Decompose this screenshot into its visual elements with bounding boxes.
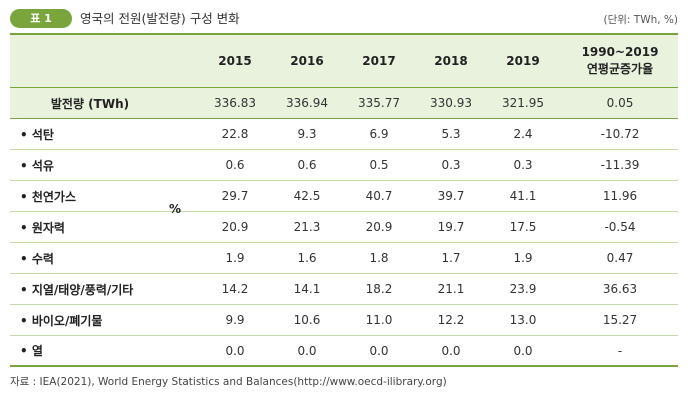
table-row: • 석유 0.6 0.6 0.5 0.3 0.3 -11.39 [10, 150, 678, 181]
cell-2015: 20.9 [221, 220, 249, 234]
cell-2016: 0.6 [297, 158, 317, 172]
cell-2017: 0.5 [369, 158, 389, 172]
cell-2017: 1.8 [369, 251, 389, 265]
row-label: • 바이오/폐기물 [20, 313, 103, 328]
cell-growth: 15.27 [602, 313, 638, 327]
cell-2015: 1.9 [225, 251, 245, 265]
source-note: 자료 : IEA(2021), World Energy Statistics … [10, 376, 447, 388]
cell-2016: 14.1 [293, 282, 321, 296]
cell-2017: 335.77 [358, 96, 400, 110]
cell-2018: 12.2 [437, 313, 465, 327]
table-row: • 바이오/폐기물 9.9 10.6 11.0 12.2 13.0 15.27 [10, 305, 678, 336]
table-row: • 지열/태양/풍력/기타 14.2 14.1 18.2 21.1 23.9 3… [10, 274, 678, 305]
cell-2016: 21.3 [293, 220, 321, 234]
header-2015: 2015 [218, 54, 252, 68]
row-label: • 열 [20, 344, 43, 358]
cell-growth: 11.96 [602, 189, 638, 203]
cell-2015: 22.8 [221, 127, 249, 141]
cell-2016: 9.3 [297, 127, 317, 141]
cell-2018: 330.93 [430, 96, 472, 110]
cell-2019: 0.3 [513, 158, 533, 172]
cell-2019: 23.9 [509, 282, 537, 296]
power-generation-table: 2015 2016 2017 2018 2019 1990~2019 연평균증가… [10, 33, 678, 367]
cell-2019: 13.0 [509, 313, 537, 327]
cell-2016: 42.5 [293, 189, 321, 203]
header-label-cell [10, 35, 170, 87]
table-row: 발전량 (TWh) 336.83 336.94 335.77 330.93 32… [10, 88, 678, 119]
header-2019: 2019 [506, 54, 540, 68]
cell-2019: 321.95 [502, 96, 544, 110]
row-label: • 석유 [20, 158, 54, 173]
row-label: • 수력 [20, 251, 54, 266]
cell-growth: -11.39 [600, 158, 640, 172]
table-title: 영국의 전원(발전량) 구성 변화 [80, 11, 240, 26]
cell-2019: 17.5 [509, 220, 537, 234]
cell-growth: - [617, 343, 623, 358]
row-label: • 지열/태양/풍력/기타 [20, 282, 134, 297]
cell-2016: 0.0 [297, 343, 317, 358]
table-number-badge: 표 1 [10, 9, 72, 28]
cell-growth: 0.47 [606, 251, 634, 265]
cell-2015: 336.83 [214, 96, 256, 110]
cell-2019: 0.0 [513, 343, 533, 358]
table-row: • 석탄 22.8 9.3 6.9 5.3 2.4 -10.72 [10, 119, 678, 150]
cell-2019: 1.9 [513, 251, 533, 265]
row-label: • 석탄 [20, 127, 54, 142]
header-2018: 2018 [434, 54, 468, 68]
cell-2017: 11.0 [365, 313, 393, 327]
cell-2018: 1.7 [441, 251, 461, 265]
cell-2019: 41.1 [509, 189, 537, 203]
row-label: • 원자력 [20, 220, 65, 235]
unit-note: (단위: TWh, %) [603, 14, 679, 26]
cell-2017: 0.0 [369, 343, 389, 358]
table-header: 표 1 영국의 전원(발전량) 구성 변화 (단위: TWh, %) [10, 7, 678, 31]
cell-2017: 40.7 [365, 189, 393, 203]
percent-unit-label: % [168, 202, 182, 216]
cell-2015: 14.2 [221, 282, 249, 296]
cell-2017: 6.9 [369, 127, 389, 141]
cell-2017: 20.9 [365, 220, 393, 234]
table-row: • 원자력 20.9 21.3 20.9 19.7 17.5 -0.54 [10, 212, 678, 243]
header-growth-period: 1990~2019 [581, 45, 659, 59]
header-growth-label: 연평균증가율 [586, 62, 654, 76]
table-row: • 수력 1.9 1.6 1.8 1.7 1.9 0.47 [10, 243, 678, 274]
header-2016: 2016 [290, 54, 324, 68]
cell-2016: 10.6 [293, 313, 321, 327]
cell-2016: 1.6 [297, 251, 317, 265]
cell-2015: 9.9 [225, 313, 245, 327]
cell-2018: 0.3 [441, 158, 461, 172]
cell-2015: 0.6 [225, 158, 245, 172]
table-row: • 천연가스 29.7 42.5 40.7 39.7 41.1 11.96 [10, 181, 678, 212]
header-growth: 1990~2019 연평균증가율 [562, 35, 678, 87]
cell-2018: 0.0 [441, 343, 461, 358]
cell-2019: 2.4 [513, 127, 533, 141]
cell-2016: 336.94 [286, 96, 328, 110]
cell-growth: -0.54 [604, 220, 636, 234]
cell-2018: 19.7 [437, 220, 465, 234]
cell-2018: 21.1 [437, 282, 465, 296]
row-label: • 천연가스 [20, 189, 77, 204]
cell-2015: 29.7 [221, 189, 249, 203]
table-header-row: 2015 2016 2017 2018 2019 1990~2019 연평균증가… [10, 33, 678, 88]
cell-2018: 39.7 [437, 189, 465, 203]
table-row: • 열 0.0 0.0 0.0 0.0 0.0 - [10, 336, 678, 367]
cell-2015: 0.0 [225, 343, 245, 358]
cell-growth: 36.63 [602, 282, 638, 296]
cell-2017: 18.2 [365, 282, 393, 296]
header-2017: 2017 [362, 54, 396, 68]
cell-growth: -10.72 [600, 127, 640, 141]
row-label: 발전량 (TWh) [50, 96, 130, 111]
cell-growth: 0.05 [606, 96, 634, 110]
cell-2018: 5.3 [441, 127, 461, 141]
